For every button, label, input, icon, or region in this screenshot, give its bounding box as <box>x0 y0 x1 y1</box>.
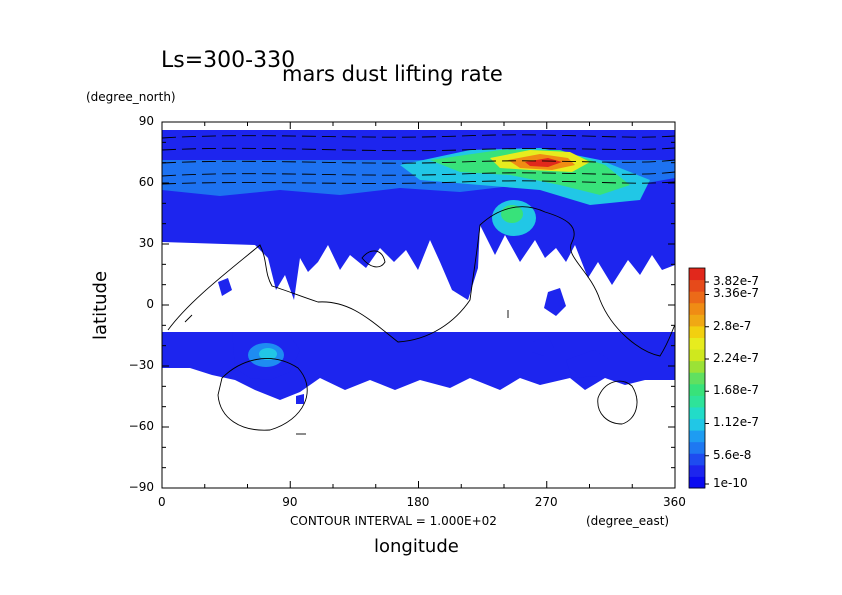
contour-south-right <box>597 380 638 425</box>
colorbar-swatch <box>689 418 705 431</box>
colorbar-label: 2.24e-7 <box>713 350 760 365</box>
y-tick-label: 30 <box>138 236 154 250</box>
x-tick-label: 360 <box>663 495 686 509</box>
contour-topo-lobe <box>361 250 386 268</box>
blob-south-a <box>532 336 554 356</box>
gap-band <box>162 318 675 332</box>
south-hotspot-cyan <box>259 348 277 360</box>
blob-west <box>218 278 232 296</box>
y-units-label: (degree_north) <box>86 90 176 104</box>
contour-interval-note: CONTOUR INTERVAL = 1.000E+02 <box>290 514 497 528</box>
x-tick-label: 270 <box>534 495 558 509</box>
colorbar-label: 3.82e-7 <box>713 274 760 288</box>
colorbar-swatch <box>689 291 705 304</box>
contour-polar-2 <box>162 147 675 152</box>
x-tick-label: 0 <box>158 495 166 509</box>
contour-tick-c <box>184 314 193 323</box>
colorbar-swatch <box>689 279 705 292</box>
x-units-label: (degree_east) <box>586 514 670 528</box>
colorbar-label: 3.36e-7 <box>713 286 760 301</box>
blob-south-c <box>566 350 610 378</box>
y-tick-label: 0 <box>146 297 154 311</box>
colorbar-frame <box>688 267 706 489</box>
blob-mid <box>544 288 566 316</box>
contour-layer <box>162 134 675 435</box>
colorbar-swatch <box>689 464 705 477</box>
axis-ticks <box>161 121 676 489</box>
colorbar-swatch <box>689 441 705 454</box>
colorbar-swatch <box>689 360 705 373</box>
heatmap-layer <box>162 130 675 404</box>
colorbar-swatch <box>689 314 705 327</box>
gap-band-edge <box>162 300 250 318</box>
colorbar-swatch <box>689 337 705 350</box>
contour-polar-5 <box>162 180 675 185</box>
colorbar-swatch <box>689 383 705 396</box>
chart-subtitle: Ls=300-330 <box>161 48 296 73</box>
y-tick-label: −90 <box>128 480 154 494</box>
y-tick-label: −60 <box>128 419 154 433</box>
colorbar-label: 1e-10 <box>713 476 748 490</box>
colorbar-swatch <box>689 395 705 408</box>
x-tick-label: 90 <box>282 495 298 509</box>
contour-polar-4 <box>162 171 675 177</box>
contour-topo-main <box>167 206 675 357</box>
contour-polar-1 <box>162 134 675 139</box>
contour-south-left <box>217 358 308 431</box>
colorbar-swatch <box>689 325 705 338</box>
colorbar-swatch <box>689 406 705 420</box>
colorbar-swatch <box>689 302 705 315</box>
y-axis-label: latitude <box>90 270 111 340</box>
y-tick-label: 60 <box>138 175 154 189</box>
north-band-region <box>162 130 675 300</box>
colorbar-label: 1.12e-7 <box>713 415 760 430</box>
colorbar-swatch <box>689 372 705 385</box>
x-axis-label: longitude <box>374 536 459 557</box>
colorbar-swatch <box>689 476 705 489</box>
band-red <box>525 158 562 167</box>
colorbar-swatch <box>689 349 705 362</box>
y-tick-label: −30 <box>128 358 154 372</box>
colorbar-swatch <box>689 268 705 281</box>
blob-south-b <box>296 394 304 404</box>
colorbar <box>688 267 709 489</box>
x-tick-label: 180 <box>406 495 430 509</box>
colorbar-label: 1.68e-7 <box>713 383 760 398</box>
chart-title: mars dust lifting rate <box>282 62 503 86</box>
y-tick-label: 90 <box>138 114 154 128</box>
colorbar-swatch <box>689 453 705 466</box>
colorbar-label: 5.6e-8 <box>713 447 752 462</box>
colorbar-label: 2.8e-7 <box>713 318 752 333</box>
colorbar-swatch <box>689 430 705 443</box>
contour-polar-3 <box>162 159 675 164</box>
